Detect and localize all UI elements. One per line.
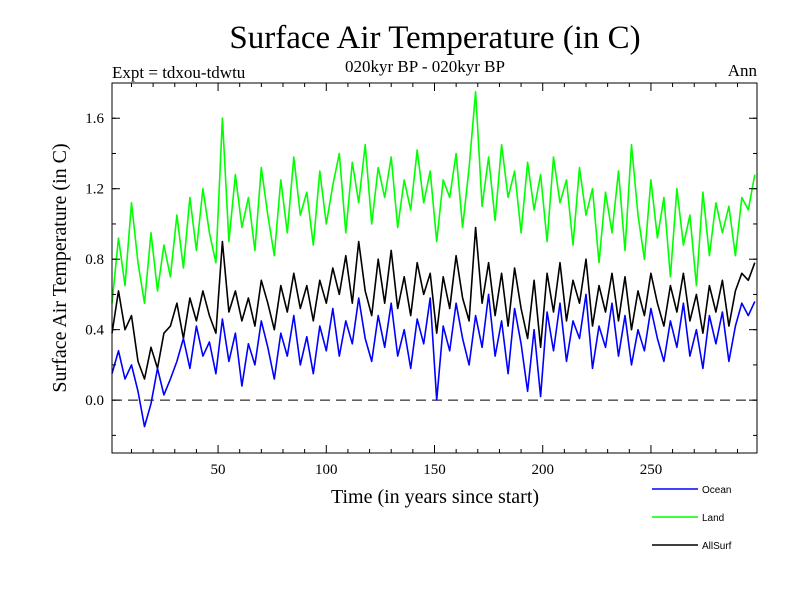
x-tick-label: 50 (211, 462, 226, 478)
plot-lines (111, 91, 757, 428)
y-tick-label: 0.0 (85, 393, 104, 409)
x-tick-label: 100 (315, 462, 338, 478)
y-tick-label: 1.2 (85, 182, 104, 198)
x-tick-label: 250 (640, 462, 663, 478)
legend-label-allsurf: AllSurf (702, 541, 732, 552)
experiment-label: Expt = tdxou-tdwtu (112, 63, 246, 82)
x-tick-label: 150 (423, 462, 446, 478)
legend-label-land: Land (702, 513, 724, 524)
y-axis-title: Surface Air Temperature (in C) (49, 143, 71, 392)
chart-title: Surface Air Temperature (in C) (229, 20, 640, 56)
series-line-allsurf (111, 226, 756, 380)
legend-label-ocean: Ocean (702, 485, 731, 496)
series-line-ocean (111, 293, 756, 428)
period-label: 020kyr BP - 020kyr BP (345, 57, 505, 76)
y-tick-label: 0.8 (85, 252, 104, 268)
x-axis-title: Time (in years since start) (331, 486, 539, 508)
legend: Ocean Land AllSurf (652, 485, 732, 552)
y-tick-label: 0.4 (85, 323, 104, 339)
x-tick-label: 200 (531, 462, 554, 478)
y-tick-label: 1.6 (85, 111, 104, 127)
season-label: Ann (728, 61, 758, 80)
series-line-land (111, 91, 756, 305)
y-axis: 0.0 0.4 0.8 1.2 1.6 (85, 111, 757, 436)
x-axis: 50 100 150 200 250 (130, 83, 739, 478)
plot-frame (111, 82, 758, 454)
